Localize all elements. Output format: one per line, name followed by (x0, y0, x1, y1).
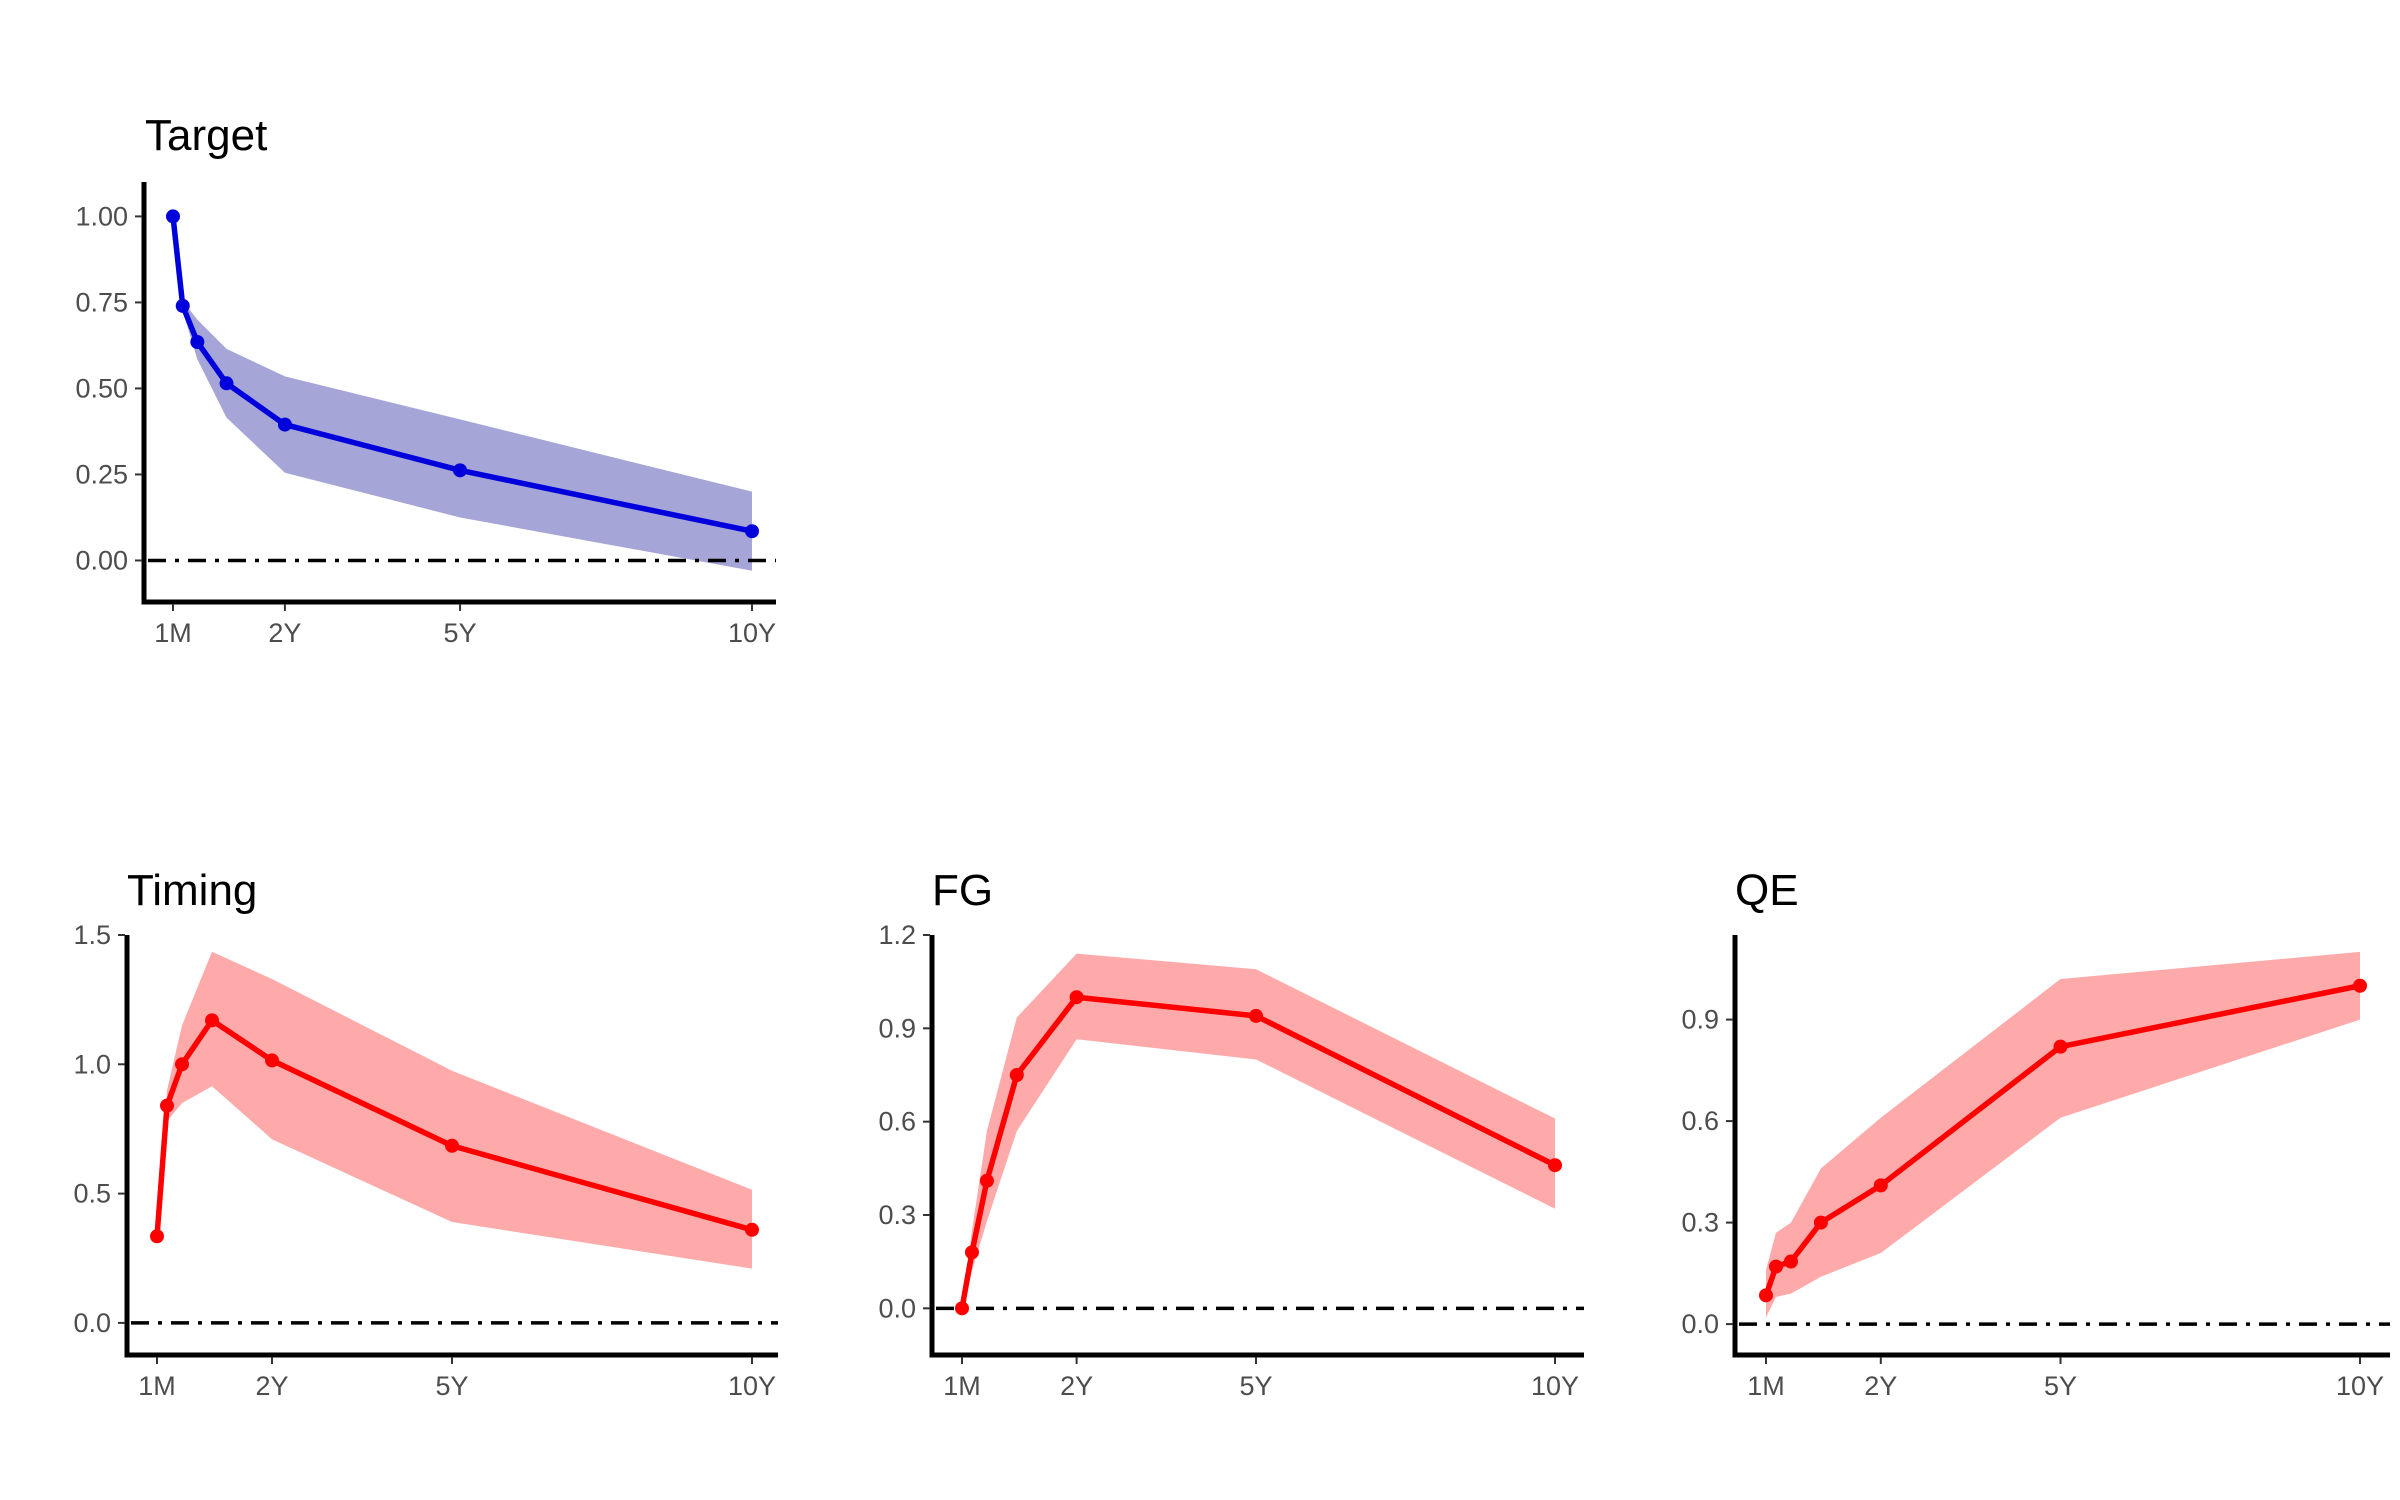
data-point-target (166, 209, 180, 224)
data-point-fg (955, 1301, 969, 1316)
data-point-qe (1759, 1288, 1773, 1303)
data-point-target (745, 524, 759, 539)
confidence-band-timing (157, 951, 752, 1269)
data-point-timing (150, 1229, 164, 1244)
x-tick-label-target: 1M (154, 618, 192, 648)
y-tick-label-timing: 1.0 (73, 1049, 111, 1079)
x-tick-label-qe: 2Y (1864, 1371, 1897, 1401)
y-tick-label-qe: 0.6 (1681, 1106, 1719, 1136)
data-point-qe (2053, 1039, 2068, 1054)
panel-qe: QE 0.0 0.3 0.6 0.9 1M 2Y 5Y 10Y (1681, 866, 2390, 1401)
y-tick-label-target: 0.75 (75, 287, 128, 317)
x-tick-label-timing: 2Y (255, 1371, 288, 1401)
y-tick-label-target: 0.50 (75, 373, 128, 403)
confidence-band-fg (962, 953, 1555, 1312)
y-tick-label-fg: 0.9 (878, 1013, 916, 1043)
x-tick-label-fg: 2Y (1060, 1371, 1093, 1401)
panel-title-target: Target (145, 111, 267, 160)
x-tick-label-target: 5Y (444, 618, 477, 648)
x-tick-label-timing: 10Y (728, 1371, 776, 1401)
x-tick-label-fg: 10Y (1531, 1371, 1579, 1401)
y-tick-label-timing: 0.5 (73, 1179, 111, 1209)
y-tick-label-qe: 0.0 (1681, 1309, 1719, 1339)
panel-title-fg: FG (932, 866, 993, 915)
data-point-fg (1009, 1068, 1024, 1082)
panel-fg: FG 0.0 0.3 0.6 0.9 1.2 1M 2Y 5Y 10Y (878, 866, 1584, 1401)
y-tick-label-target: 0.25 (75, 459, 128, 489)
x-tick-label-qe: 1M (1747, 1371, 1785, 1401)
data-point-qe (1768, 1259, 1783, 1274)
data-point-qe (1783, 1254, 1798, 1269)
data-point-target (175, 298, 190, 313)
data-point-qe (1813, 1215, 1828, 1230)
y-tick-label-fg: 0.3 (878, 1200, 916, 1230)
y-tick-label-qe: 0.9 (1681, 1005, 1719, 1035)
panel-title-qe: QE (1735, 866, 1799, 915)
data-point-fg (1548, 1158, 1562, 1173)
data-point-target (190, 334, 205, 349)
data-point-timing (265, 1053, 280, 1068)
data-point-fg (1249, 1008, 1264, 1023)
y-tick-label-target: 0.00 (75, 545, 128, 575)
data-point-qe (1873, 1178, 1888, 1193)
panel-target: Target 0.00 0.25 0.50 0.75 1.00 1M 2Y 5Y 10Y (75, 111, 776, 648)
x-tick-label-qe: 5Y (2044, 1371, 2077, 1401)
panel-title-timing: Timing (127, 866, 257, 915)
y-tick-label-qe: 0.3 (1681, 1208, 1719, 1238)
data-point-qe (2353, 978, 2367, 993)
x-tick-label-timing: 1M (138, 1371, 176, 1401)
data-point-fg (1069, 990, 1084, 1005)
confidence-band-qe (1766, 951, 2360, 1318)
y-tick-label-fg: 0.6 (878, 1107, 916, 1137)
y-tick-label-timing: 1.5 (73, 920, 111, 950)
x-tick-label-timing: 5Y (435, 1371, 468, 1401)
data-point-timing (160, 1098, 175, 1113)
confidence-band-target (173, 216, 752, 571)
y-tick-label-target: 1.00 (75, 201, 128, 231)
data-point-timing (745, 1222, 759, 1237)
panel-timing: Timing 0.0 0.5 1.0 1.5 1M 2Y 5Y 10Y (73, 866, 778, 1401)
data-point-target (277, 417, 292, 432)
data-point-timing (205, 1013, 220, 1028)
y-tick-label-fg: 0.0 (878, 1293, 916, 1323)
data-point-fg (964, 1245, 979, 1260)
x-tick-label-fg: 5Y (1239, 1371, 1272, 1401)
data-point-fg (979, 1173, 994, 1188)
x-tick-label-target: 10Y (728, 618, 776, 648)
data-point-target (219, 376, 234, 391)
data-point-target (453, 463, 468, 478)
x-tick-label-qe: 10Y (2336, 1371, 2384, 1401)
x-tick-label-target: 2Y (268, 618, 301, 648)
y-tick-label-fg: 1.2 (878, 920, 916, 950)
x-tick-label-fg: 1M (943, 1371, 981, 1401)
y-tick-label-timing: 0.0 (73, 1308, 111, 1338)
data-point-timing (445, 1138, 460, 1153)
data-point-timing (175, 1057, 190, 1072)
